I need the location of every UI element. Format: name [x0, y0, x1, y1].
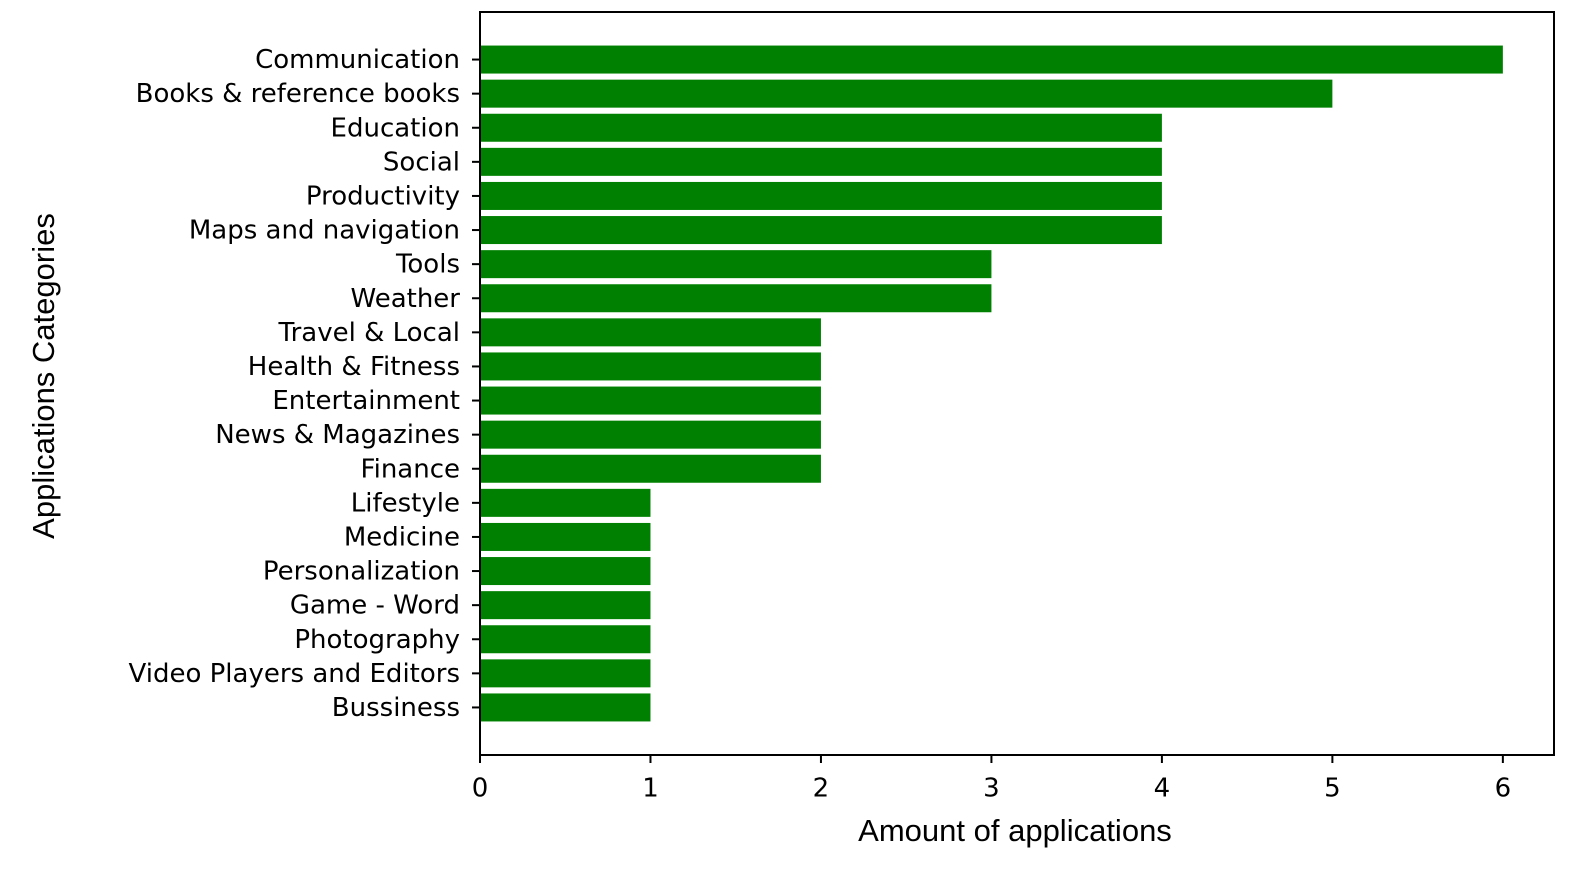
bar [480, 625, 651, 654]
bar [480, 488, 651, 517]
y-tick-label: Game - Word [290, 591, 460, 621]
bar [480, 659, 651, 688]
bar [480, 386, 821, 415]
y-tick-label: Productivity [306, 181, 460, 211]
y-tick-label: Social [383, 147, 460, 177]
bar [480, 352, 821, 381]
bar [480, 318, 821, 347]
bar [480, 454, 821, 483]
bar [480, 420, 821, 449]
y-tick-label: Weather [351, 284, 461, 314]
bar [480, 284, 992, 313]
bar [480, 216, 1162, 245]
bar [480, 693, 651, 722]
bar [480, 79, 1333, 108]
y-tick-label: Health & Fitness [248, 352, 460, 382]
y-tick-label: Lifestyle [351, 488, 460, 518]
y-tick-label: Personalization [263, 557, 460, 587]
y-tick-label: Finance [361, 454, 460, 484]
y-tick-label: Medicine [344, 522, 460, 552]
y-axis-title: Applications Categories [26, 213, 61, 539]
bar [480, 147, 1162, 176]
y-tick-label: Video Players and Editors [129, 659, 461, 689]
x-tick-label: 0 [472, 774, 489, 804]
bar [480, 522, 651, 551]
x-tick-label: 4 [1154, 774, 1171, 804]
bar [480, 250, 992, 279]
bar [480, 45, 1503, 74]
y-tick-label: Entertainment [272, 386, 460, 416]
y-tick-label: Education [331, 113, 460, 143]
bar [480, 557, 651, 586]
y-tick-label: Books & reference books [136, 79, 460, 109]
bar [480, 181, 1162, 210]
y-tick-label: News & Magazines [215, 420, 460, 450]
x-axis-title: Amount of applications [858, 813, 1172, 848]
x-tick-label: 5 [1324, 774, 1341, 804]
bar [480, 591, 651, 620]
y-tick-label: Maps and navigation [189, 216, 460, 246]
x-tick-label: 3 [983, 774, 1000, 804]
x-tick-label: 1 [642, 774, 659, 804]
bar [480, 113, 1162, 142]
x-tick-label: 6 [1495, 774, 1512, 804]
y-tick-label: Travel & Local [278, 318, 460, 348]
y-tick-label: Communication [255, 45, 460, 75]
x-tick-label: 2 [813, 774, 830, 804]
y-tick-label: Tools [395, 250, 460, 280]
y-tick-label: Photography [294, 625, 460, 655]
y-tick-label: Bussiness [332, 693, 460, 723]
plot-frame [479, 11, 1555, 756]
